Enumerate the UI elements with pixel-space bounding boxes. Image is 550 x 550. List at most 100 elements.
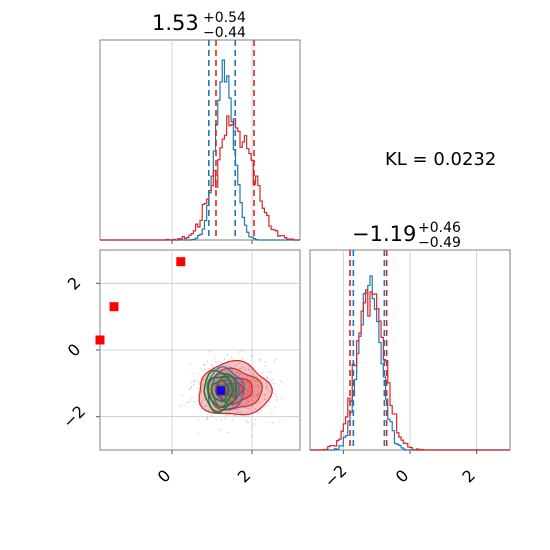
sample-point	[181, 394, 183, 397]
marker-red	[95, 335, 105, 345]
sample-point	[191, 373, 193, 375]
sample-point	[206, 418, 208, 421]
sample-point	[231, 370, 234, 372]
sample-point	[239, 372, 241, 375]
sample-point	[245, 407, 248, 409]
sample-point	[242, 403, 244, 406]
sample-point	[188, 400, 191, 403]
sample-point	[238, 412, 241, 414]
sample-point	[252, 355, 254, 357]
sample-point	[252, 394, 254, 397]
sample-point	[234, 414, 237, 417]
sample-point	[225, 413, 227, 416]
sample-point	[190, 396, 193, 399]
sample-point	[247, 386, 250, 389]
sample-point	[265, 382, 268, 385]
sample-point	[244, 415, 247, 418]
sample-point	[198, 387, 200, 390]
sample-point	[215, 357, 217, 359]
sample-point	[241, 357, 244, 360]
sample-point	[245, 380, 248, 383]
sample-point	[206, 415, 208, 418]
sample-point	[208, 368, 210, 370]
contour-green	[210, 379, 229, 403]
sample-point	[200, 401, 203, 404]
sample-point	[259, 359, 262, 362]
tick-label-x: 0	[392, 466, 413, 487]
sample-point	[254, 419, 257, 421]
sample-point	[227, 380, 229, 383]
sample-point	[237, 362, 240, 365]
sample-point	[259, 358, 262, 360]
sample-point	[258, 400, 261, 403]
sample-point	[273, 360, 276, 363]
sample-point	[248, 407, 251, 410]
sample-point	[228, 400, 231, 403]
sample-point	[271, 371, 273, 374]
tick-label-y: −2	[59, 402, 89, 432]
sample-point	[245, 392, 247, 395]
sample-point	[246, 399, 248, 402]
sample-point	[247, 381, 249, 384]
sample-point	[193, 400, 195, 403]
tick-label-x: 2	[234, 466, 255, 487]
sample-point	[247, 400, 250, 402]
title-x-minus: −0.44	[203, 25, 246, 41]
sample-point	[232, 404, 235, 407]
sample-point	[204, 368, 206, 370]
title-y-plus: +0.46	[418, 220, 461, 236]
panel-marginal-x: 1.53 +0.54 −0.44	[99, 10, 301, 244]
sample-point	[257, 394, 259, 397]
sample-point	[222, 383, 224, 386]
sample-point	[220, 419, 223, 422]
sample-point	[251, 405, 253, 407]
tick-label-x: −2	[320, 461, 350, 491]
sample-point	[263, 406, 265, 408]
sample-point	[273, 382, 275, 385]
sample-point	[256, 412, 259, 414]
sample-point	[198, 383, 201, 386]
sample-point	[268, 381, 271, 383]
sample-point	[274, 406, 276, 408]
sample-point	[251, 434, 254, 437]
sample-point	[251, 379, 254, 381]
sample-point	[227, 364, 230, 367]
sample-point	[188, 388, 191, 391]
sample-point	[239, 389, 241, 392]
sample-point	[247, 390, 249, 392]
contour-green	[203, 369, 238, 414]
histogram-series	[100, 115, 300, 241]
sample-point	[245, 389, 248, 392]
tick-label-y: 2	[64, 273, 85, 294]
sample-point	[268, 400, 271, 403]
sample-point	[218, 361, 220, 363]
sample-point	[201, 391, 203, 393]
sample-point	[224, 378, 227, 381]
sample-point	[203, 405, 206, 408]
sample-point	[193, 380, 195, 383]
sample-point	[254, 380, 257, 383]
sample-point	[257, 411, 260, 414]
kl-label: KL = 0.0232	[385, 149, 496, 170]
sample-point	[231, 406, 234, 408]
sample-point	[244, 383, 247, 386]
panel-marginal-y: −2 0 2 −1.19 +0.46 −0.49	[309, 220, 511, 491]
sample-point	[244, 368, 247, 371]
sample-point	[190, 386, 193, 388]
sample-point	[190, 381, 192, 384]
sample-point	[212, 387, 215, 389]
sample-point	[246, 402, 248, 405]
sample-point	[235, 364, 237, 367]
sample-point	[257, 402, 260, 404]
sample-point	[212, 365, 214, 367]
sample-point	[193, 384, 195, 386]
sample-point	[226, 353, 229, 356]
sample-point	[227, 370, 229, 373]
sample-point	[229, 400, 232, 402]
sample-point	[247, 369, 250, 371]
sample-point	[239, 404, 241, 407]
sample-point	[252, 373, 255, 375]
sample-point	[211, 366, 214, 369]
sample-point	[247, 415, 250, 417]
sample-point	[229, 409, 231, 412]
